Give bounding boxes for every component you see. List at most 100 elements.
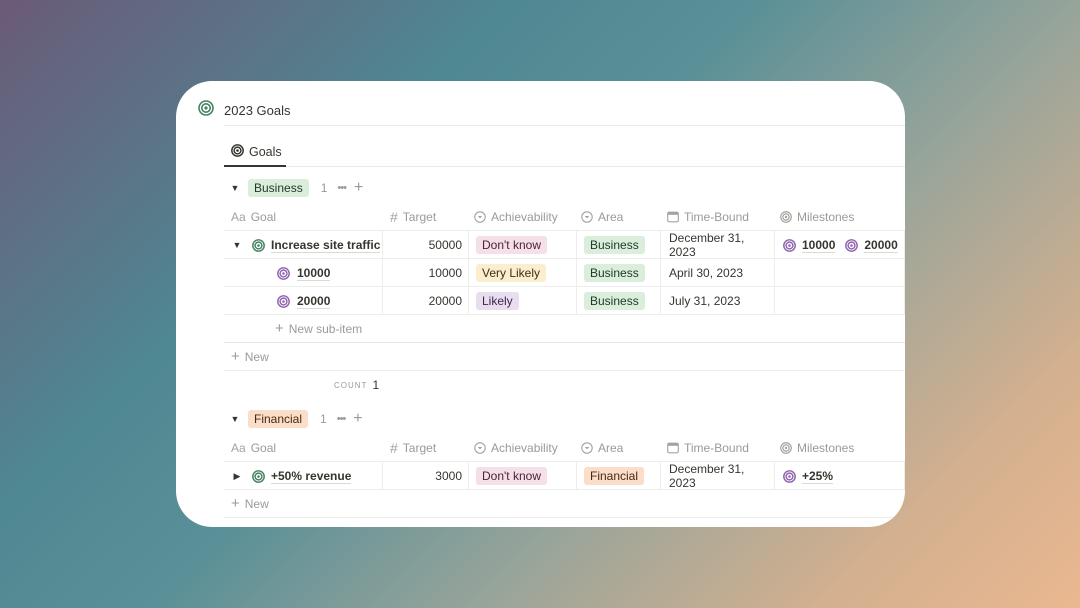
divider: [224, 125, 905, 126]
time-bound-cell[interactable]: April 30, 2023: [660, 259, 774, 287]
goal-cell: ▶ +50% revenue: [224, 462, 382, 490]
area-cell[interactable]: Business: [576, 231, 660, 259]
target-cell[interactable]: 20000: [382, 287, 468, 315]
tab-goals[interactable]: Goals: [224, 139, 286, 167]
view-tabs: Goals: [224, 139, 905, 167]
target-cell[interactable]: 50000: [382, 231, 468, 259]
milestone-link[interactable]: +25%: [783, 469, 834, 484]
page-title: 2023 Goals: [224, 102, 291, 118]
achievability-cell[interactable]: Don't know: [468, 462, 576, 490]
text-icon: Aa: [231, 210, 246, 224]
time-bound-cell[interactable]: December 31, 2023: [660, 231, 774, 259]
select-icon: [581, 442, 593, 454]
achievability-cell[interactable]: Very Likely: [468, 259, 576, 287]
row-end: [904, 259, 905, 287]
collapse-toggle-icon[interactable]: ▼: [230, 183, 240, 193]
achievability-cell[interactable]: Likely: [468, 287, 576, 315]
notion-page-card: 2023 Goals Goals ▼ Business 1 ••• + Aa Go…: [176, 81, 905, 527]
target-cell[interactable]: 10000: [382, 259, 468, 287]
area-cell[interactable]: Financial: [576, 462, 660, 490]
goal-title-link[interactable]: 10000: [297, 265, 331, 281]
text-icon: Aa: [231, 441, 246, 455]
group-count: 1: [320, 181, 328, 195]
achievability-tag: Don't know: [476, 236, 547, 254]
collapse-toggle-icon[interactable]: ▼: [232, 240, 242, 250]
achievability-cell[interactable]: Don't know: [468, 231, 576, 259]
column-header-target[interactable]: # Target: [390, 209, 437, 225]
relation-icon: [780, 442, 792, 454]
column-header-milestones[interactable]: Milestones: [780, 203, 905, 231]
area-cell[interactable]: Business: [576, 259, 660, 287]
calculation-count[interactable]: COUNT 1: [334, 378, 380, 392]
sub-item-row[interactable]: 20000 20000 Likely Business July 31, 202…: [224, 287, 905, 315]
table-row[interactable]: ▼ Increase site traffic 50000 Don't know…: [224, 231, 905, 259]
achievability-tag: Don't know: [476, 467, 547, 485]
add-item-icon[interactable]: +: [353, 410, 363, 427]
column-header-goal[interactable]: Aa Goal: [231, 210, 277, 224]
new-row-button[interactable]: + New: [224, 343, 905, 371]
milestones-cell[interactable]: [774, 287, 904, 315]
collapse-toggle-icon[interactable]: ▼: [230, 414, 240, 424]
target-icon: [845, 238, 859, 252]
milestones-cell[interactable]: +25%: [774, 462, 904, 490]
time-bound-cell[interactable]: December 31, 2023: [660, 462, 774, 490]
select-icon: [474, 211, 486, 223]
milestone-link[interactable]: 20000: [845, 238, 898, 253]
area-cell[interactable]: Business: [576, 287, 660, 315]
goal-title-link[interactable]: +50% revenue: [271, 468, 352, 484]
milestone-link[interactable]: 10000: [783, 238, 836, 253]
number-icon: #: [390, 440, 398, 456]
more-options-icon[interactable]: •••: [336, 413, 347, 425]
column-header-area[interactable]: Area: [581, 203, 665, 231]
area-tag: Business: [584, 292, 645, 310]
sub-item-row[interactable]: 10000 10000 Very Likely Business April 3…: [224, 259, 905, 287]
relation-icon: [780, 211, 792, 223]
milestones-cell[interactable]: 10000 20000: [774, 231, 904, 259]
column-header-goal[interactable]: Aa Goal: [231, 441, 277, 455]
row-end: [904, 462, 905, 490]
page-header: 2023 Goals: [198, 99, 291, 120]
column-header-milestones[interactable]: Milestones: [780, 434, 905, 462]
calendar-icon: [667, 442, 679, 454]
new-sub-item-button[interactable]: + New sub-item: [224, 315, 905, 343]
milestones-cell[interactable]: [774, 259, 904, 287]
add-item-icon[interactable]: +: [353, 179, 364, 196]
target-icon: [277, 266, 290, 280]
goal-title-link[interactable]: Increase site traffic: [271, 237, 381, 253]
area-tag: Business: [584, 236, 645, 254]
target-icon: [783, 469, 796, 483]
column-header-achievability[interactable]: Achievability: [474, 203, 582, 231]
new-row-button[interactable]: + New: [224, 490, 905, 518]
more-options-icon[interactable]: •••: [337, 182, 347, 194]
row-end: [904, 287, 905, 315]
target-icon: [277, 294, 290, 308]
group-header-financial: ▼ Financial 1 ••• +: [224, 408, 905, 430]
calendar-icon: [667, 211, 679, 223]
column-header-time-bound[interactable]: Time-Bound: [667, 203, 781, 231]
number-icon: #: [390, 209, 398, 225]
expand-toggle-icon[interactable]: ▶: [233, 470, 241, 481]
select-icon: [474, 442, 486, 454]
plus-icon: +: [231, 494, 240, 512]
target-icon: [252, 469, 265, 483]
group-tag: Business: [248, 179, 309, 197]
tab-label: Goals: [249, 145, 282, 159]
target-icon: [252, 238, 265, 252]
plus-icon: +: [275, 319, 284, 337]
time-bound-cell[interactable]: July 31, 2023: [660, 287, 774, 315]
table-row[interactable]: ▶ +50% revenue 3000 Don't know Financial…: [224, 462, 905, 490]
column-header-achievability[interactable]: Achievability: [474, 434, 582, 462]
target-icon: [231, 144, 244, 160]
area-tag: Business: [584, 264, 645, 282]
goal-cell: ▼ Increase site traffic: [224, 231, 382, 259]
column-header-area[interactable]: Area: [581, 434, 665, 462]
column-header-target[interactable]: # Target: [390, 440, 437, 456]
goal-title-link[interactable]: 20000: [297, 293, 331, 309]
goal-cell: 20000: [224, 287, 382, 315]
column-header-time-bound[interactable]: Time-Bound: [667, 434, 781, 462]
goal-cell: 10000: [224, 259, 382, 287]
achievability-tag: Likely: [476, 292, 519, 310]
plus-icon: +: [231, 347, 240, 365]
target-cell[interactable]: 3000: [382, 462, 468, 490]
row-end: [904, 231, 905, 259]
